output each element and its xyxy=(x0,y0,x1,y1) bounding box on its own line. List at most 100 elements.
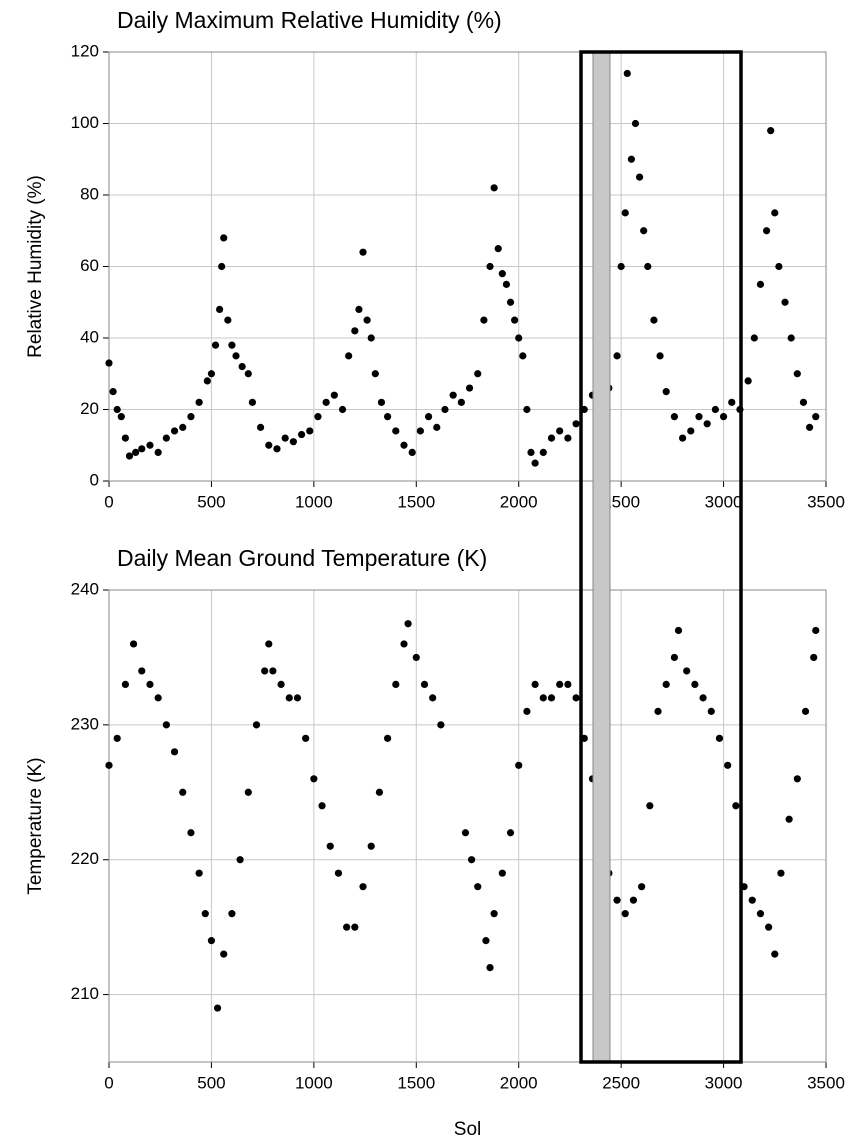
point xyxy=(367,842,375,850)
point xyxy=(812,626,820,635)
x-tick-label: 2500 xyxy=(602,1073,640,1092)
point xyxy=(269,667,277,675)
point xyxy=(154,448,162,456)
point xyxy=(273,445,281,453)
y-tick-label: 40 xyxy=(80,327,99,346)
point xyxy=(113,405,121,414)
point xyxy=(392,427,400,435)
point xyxy=(236,856,244,864)
point xyxy=(359,883,367,891)
point xyxy=(289,438,297,446)
point xyxy=(113,734,121,742)
point xyxy=(662,388,670,396)
point xyxy=(656,352,664,360)
point xyxy=(252,721,261,729)
point xyxy=(631,119,640,128)
point xyxy=(238,363,246,371)
x-tick-label: 3500 xyxy=(807,1073,845,1092)
point xyxy=(408,448,416,456)
point xyxy=(207,937,216,945)
point xyxy=(640,227,648,235)
point xyxy=(138,445,146,453)
point xyxy=(474,370,482,378)
point xyxy=(261,667,269,675)
point xyxy=(465,384,474,392)
point xyxy=(515,334,523,342)
point xyxy=(787,334,795,342)
point xyxy=(748,896,756,904)
point xyxy=(424,413,433,421)
point xyxy=(306,427,314,435)
point xyxy=(467,856,476,864)
x-tick-label: 2000 xyxy=(500,492,538,511)
point xyxy=(355,305,363,313)
point xyxy=(400,640,408,648)
point xyxy=(412,653,420,662)
point xyxy=(322,398,330,406)
point xyxy=(494,245,502,253)
point xyxy=(564,680,572,689)
point xyxy=(179,423,187,431)
point xyxy=(248,398,256,406)
point xyxy=(527,448,535,456)
point xyxy=(699,694,707,702)
point xyxy=(486,262,494,271)
point xyxy=(146,680,154,689)
point xyxy=(404,620,412,628)
point xyxy=(105,359,113,367)
point xyxy=(812,413,820,421)
point xyxy=(154,694,162,702)
point xyxy=(285,694,293,702)
point xyxy=(728,398,736,406)
point xyxy=(650,316,658,324)
point xyxy=(719,413,728,421)
point xyxy=(125,452,134,460)
point xyxy=(627,155,635,163)
point xyxy=(756,280,765,288)
point xyxy=(506,298,515,306)
point xyxy=(170,427,179,435)
point xyxy=(498,270,506,278)
point xyxy=(771,950,779,958)
x-tick-label: 500 xyxy=(197,1073,225,1092)
point xyxy=(132,448,140,456)
point xyxy=(687,427,695,435)
point xyxy=(429,694,437,702)
point xyxy=(670,413,679,421)
point xyxy=(767,127,775,135)
point xyxy=(345,352,353,360)
x-tick-label: 0 xyxy=(104,1073,113,1092)
point xyxy=(756,910,765,918)
point xyxy=(674,626,683,635)
point xyxy=(711,405,719,414)
point xyxy=(244,370,252,378)
point xyxy=(326,842,334,850)
point xyxy=(220,950,228,958)
point xyxy=(613,352,621,360)
point xyxy=(213,1004,222,1012)
point xyxy=(363,316,371,324)
point xyxy=(256,423,265,431)
point xyxy=(762,227,771,235)
point xyxy=(265,441,273,449)
highlight-box xyxy=(579,50,743,1064)
point xyxy=(556,427,564,435)
point xyxy=(621,910,629,918)
point xyxy=(109,388,117,396)
point xyxy=(771,209,779,217)
x-tick-label: 2500 xyxy=(602,492,640,511)
y-tick-label: 100 xyxy=(71,113,99,132)
point xyxy=(564,434,572,442)
point xyxy=(179,788,187,796)
point xyxy=(635,173,644,181)
point xyxy=(244,788,252,796)
point xyxy=(793,370,801,378)
point xyxy=(556,680,564,689)
x-tick-label: 1000 xyxy=(295,492,333,511)
point xyxy=(623,69,631,78)
point xyxy=(781,298,789,306)
y-tick-label: 20 xyxy=(80,399,99,418)
point xyxy=(400,441,408,449)
point xyxy=(187,413,195,421)
